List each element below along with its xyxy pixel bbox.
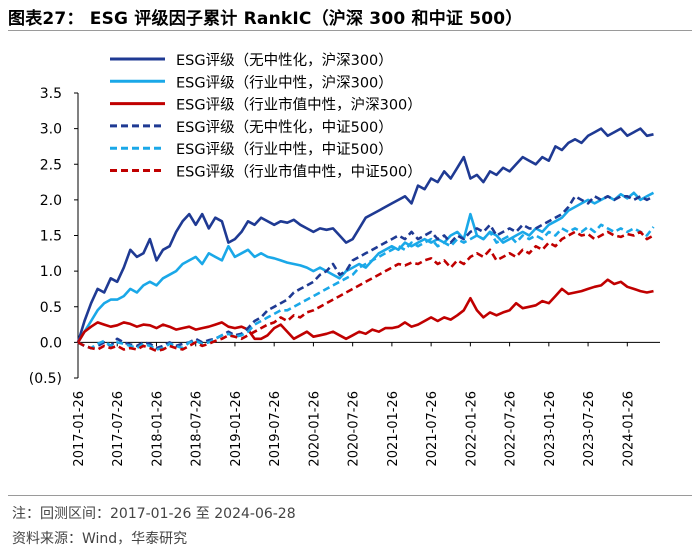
x-tick-label: 2023-07-26 bbox=[582, 391, 597, 467]
y-tick-label: 0.5 bbox=[40, 300, 62, 316]
x-tick-label: 2021-07-26 bbox=[425, 391, 440, 467]
x-tick-label: 2021-01-26 bbox=[386, 391, 401, 467]
x-tick-label: 2022-01-26 bbox=[464, 391, 479, 467]
y-tick-label: 2.0 bbox=[40, 193, 62, 209]
x-tick-label: 2017-07-26 bbox=[111, 391, 126, 467]
legend-label-4: ESG评级（无中性化，中证500） bbox=[176, 119, 393, 136]
x-tick-label: 2018-01-26 bbox=[150, 391, 165, 467]
source-note: 资料来源：Wind，华泰研究 bbox=[12, 531, 188, 547]
chart-legend: ESG评级（无中性化，沪深300） ESG评级（行业中性，沪深300） ESG评级（… bbox=[110, 52, 422, 181]
x-tick-label: 2020-07-26 bbox=[347, 391, 362, 467]
x-tick-label: 2023-01-26 bbox=[543, 391, 558, 467]
series-line-2 bbox=[76, 191, 655, 344]
y-tick-label: 1.5 bbox=[40, 229, 62, 245]
y-tick-label: 3.0 bbox=[40, 122, 62, 138]
series-line-5 bbox=[77, 223, 655, 351]
chart-axes: 3.5 3.0 2.5 2.0 1.5 1.0 0.5 0.0 (0.5) 2017-01-26 2… bbox=[29, 86, 660, 467]
y-tick-label: 0.0 bbox=[40, 335, 62, 351]
chart-series bbox=[76, 127, 655, 353]
x-tick-label: 2024-01-26 bbox=[621, 391, 636, 467]
legend-label-5: ESG评级（行业中性，中证500） bbox=[176, 141, 393, 158]
x-tick-label: 2019-01-26 bbox=[229, 391, 244, 467]
footer-divider bbox=[8, 495, 692, 496]
series-line-3 bbox=[76, 278, 654, 344]
y-tick-label: 2.5 bbox=[40, 157, 62, 173]
legend-label-3: ESG评级（行业市值中性，沪深300） bbox=[176, 97, 422, 114]
legend-label-1: ESG评级（无中性化，沪深300） bbox=[176, 52, 393, 69]
x-tick-label: 2019-07-26 bbox=[268, 391, 283, 467]
title-divider bbox=[8, 30, 692, 31]
y-tick-label: 1.0 bbox=[40, 264, 62, 280]
ranking-ic-chart: 3.5 3.0 2.5 2.0 1.5 1.0 0.5 0.0 (0.5) 2017-01-26 2… bbox=[29, 52, 660, 467]
series-line-4 bbox=[77, 195, 655, 350]
x-tick-label: 2022-07-26 bbox=[504, 391, 519, 467]
figure-title: 图表27： ESG 评级因子累计 RankIC（沪深 300 和中证 500） bbox=[8, 9, 523, 29]
x-tick-label: 2020-01-26 bbox=[307, 391, 322, 467]
y-tick-label: (0.5) bbox=[29, 371, 62, 387]
legend-label-2: ESG评级（行业中性，沪深300） bbox=[176, 74, 393, 91]
series-line-6 bbox=[77, 230, 655, 353]
backtest-note: 注：回测区间：2017-01-26 至 2024-06-28 bbox=[12, 506, 296, 522]
x-tick-label: 2018-07-26 bbox=[190, 391, 205, 467]
series-line-1 bbox=[76, 127, 654, 343]
x-tick-label: 2017-01-26 bbox=[72, 391, 87, 467]
y-tick-label: 3.5 bbox=[40, 86, 62, 102]
legend-label-6: ESG评级（行业市值中性，中证500） bbox=[176, 164, 422, 181]
